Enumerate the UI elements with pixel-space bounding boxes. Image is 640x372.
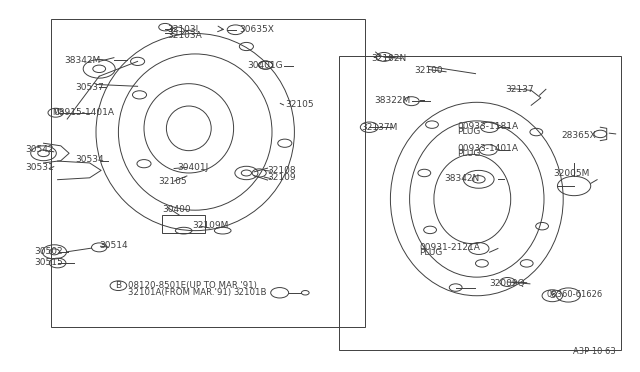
Text: 32137M: 32137M (362, 123, 398, 132)
Text: 08360-61626: 08360-61626 (547, 291, 603, 299)
Text: 32102N: 32102N (371, 54, 406, 63)
Text: 30401G: 30401G (248, 61, 284, 70)
Text: 38342M: 38342M (64, 56, 100, 65)
Text: 30531: 30531 (26, 163, 54, 172)
Text: 30502: 30502 (35, 247, 63, 256)
Text: 38322M: 38322M (374, 96, 411, 105)
Text: 32105: 32105 (158, 177, 187, 186)
Text: 00933-1181A: 00933-1181A (457, 122, 518, 131)
Text: 08915-1401A: 08915-1401A (54, 108, 115, 117)
Text: 30514: 30514 (99, 241, 128, 250)
Text: 30542: 30542 (26, 145, 54, 154)
Text: 30534: 30534 (75, 155, 104, 164)
Text: 30537: 30537 (75, 83, 104, 92)
Text: 30401J: 30401J (177, 163, 209, 172)
Text: 32103I: 32103I (168, 25, 199, 33)
Text: PLUG: PLUG (457, 127, 481, 136)
Text: PLUG: PLUG (419, 248, 443, 257)
Text: 00933-1401A: 00933-1401A (457, 144, 518, 153)
Text: PLUG: PLUG (457, 149, 481, 158)
Text: S: S (550, 291, 555, 300)
Text: 32105: 32105 (285, 100, 314, 109)
Text: 32005M: 32005M (553, 169, 589, 178)
Text: 30635X: 30635X (239, 25, 274, 34)
Text: 32101A(FROM MAR.'91): 32101A(FROM MAR.'91) (128, 288, 231, 297)
Text: 08120-8501E(UP TO MAR.'91): 08120-8501E(UP TO MAR.'91) (128, 281, 257, 290)
Text: 30400: 30400 (163, 205, 191, 214)
Text: 30515: 30515 (35, 258, 63, 267)
Text: 32109M: 32109M (192, 221, 228, 230)
Text: A3P 10 63: A3P 10 63 (573, 347, 616, 356)
Text: 00931-2121A: 00931-2121A (419, 243, 480, 252)
Text: 32100: 32100 (414, 66, 443, 75)
Text: B: B (115, 281, 122, 290)
Text: 32009Q: 32009Q (489, 279, 525, 288)
Bar (162, 215, 205, 232)
Text: 32101B: 32101B (233, 288, 266, 297)
Text: 32103A: 32103A (168, 31, 202, 40)
Text: 38342N: 38342N (444, 174, 479, 183)
Text: 32109: 32109 (267, 173, 296, 182)
Text: M: M (52, 108, 59, 117)
Text: 32108: 32108 (267, 166, 296, 175)
Text: 32137: 32137 (506, 85, 534, 94)
Text: 28365X: 28365X (561, 131, 596, 140)
